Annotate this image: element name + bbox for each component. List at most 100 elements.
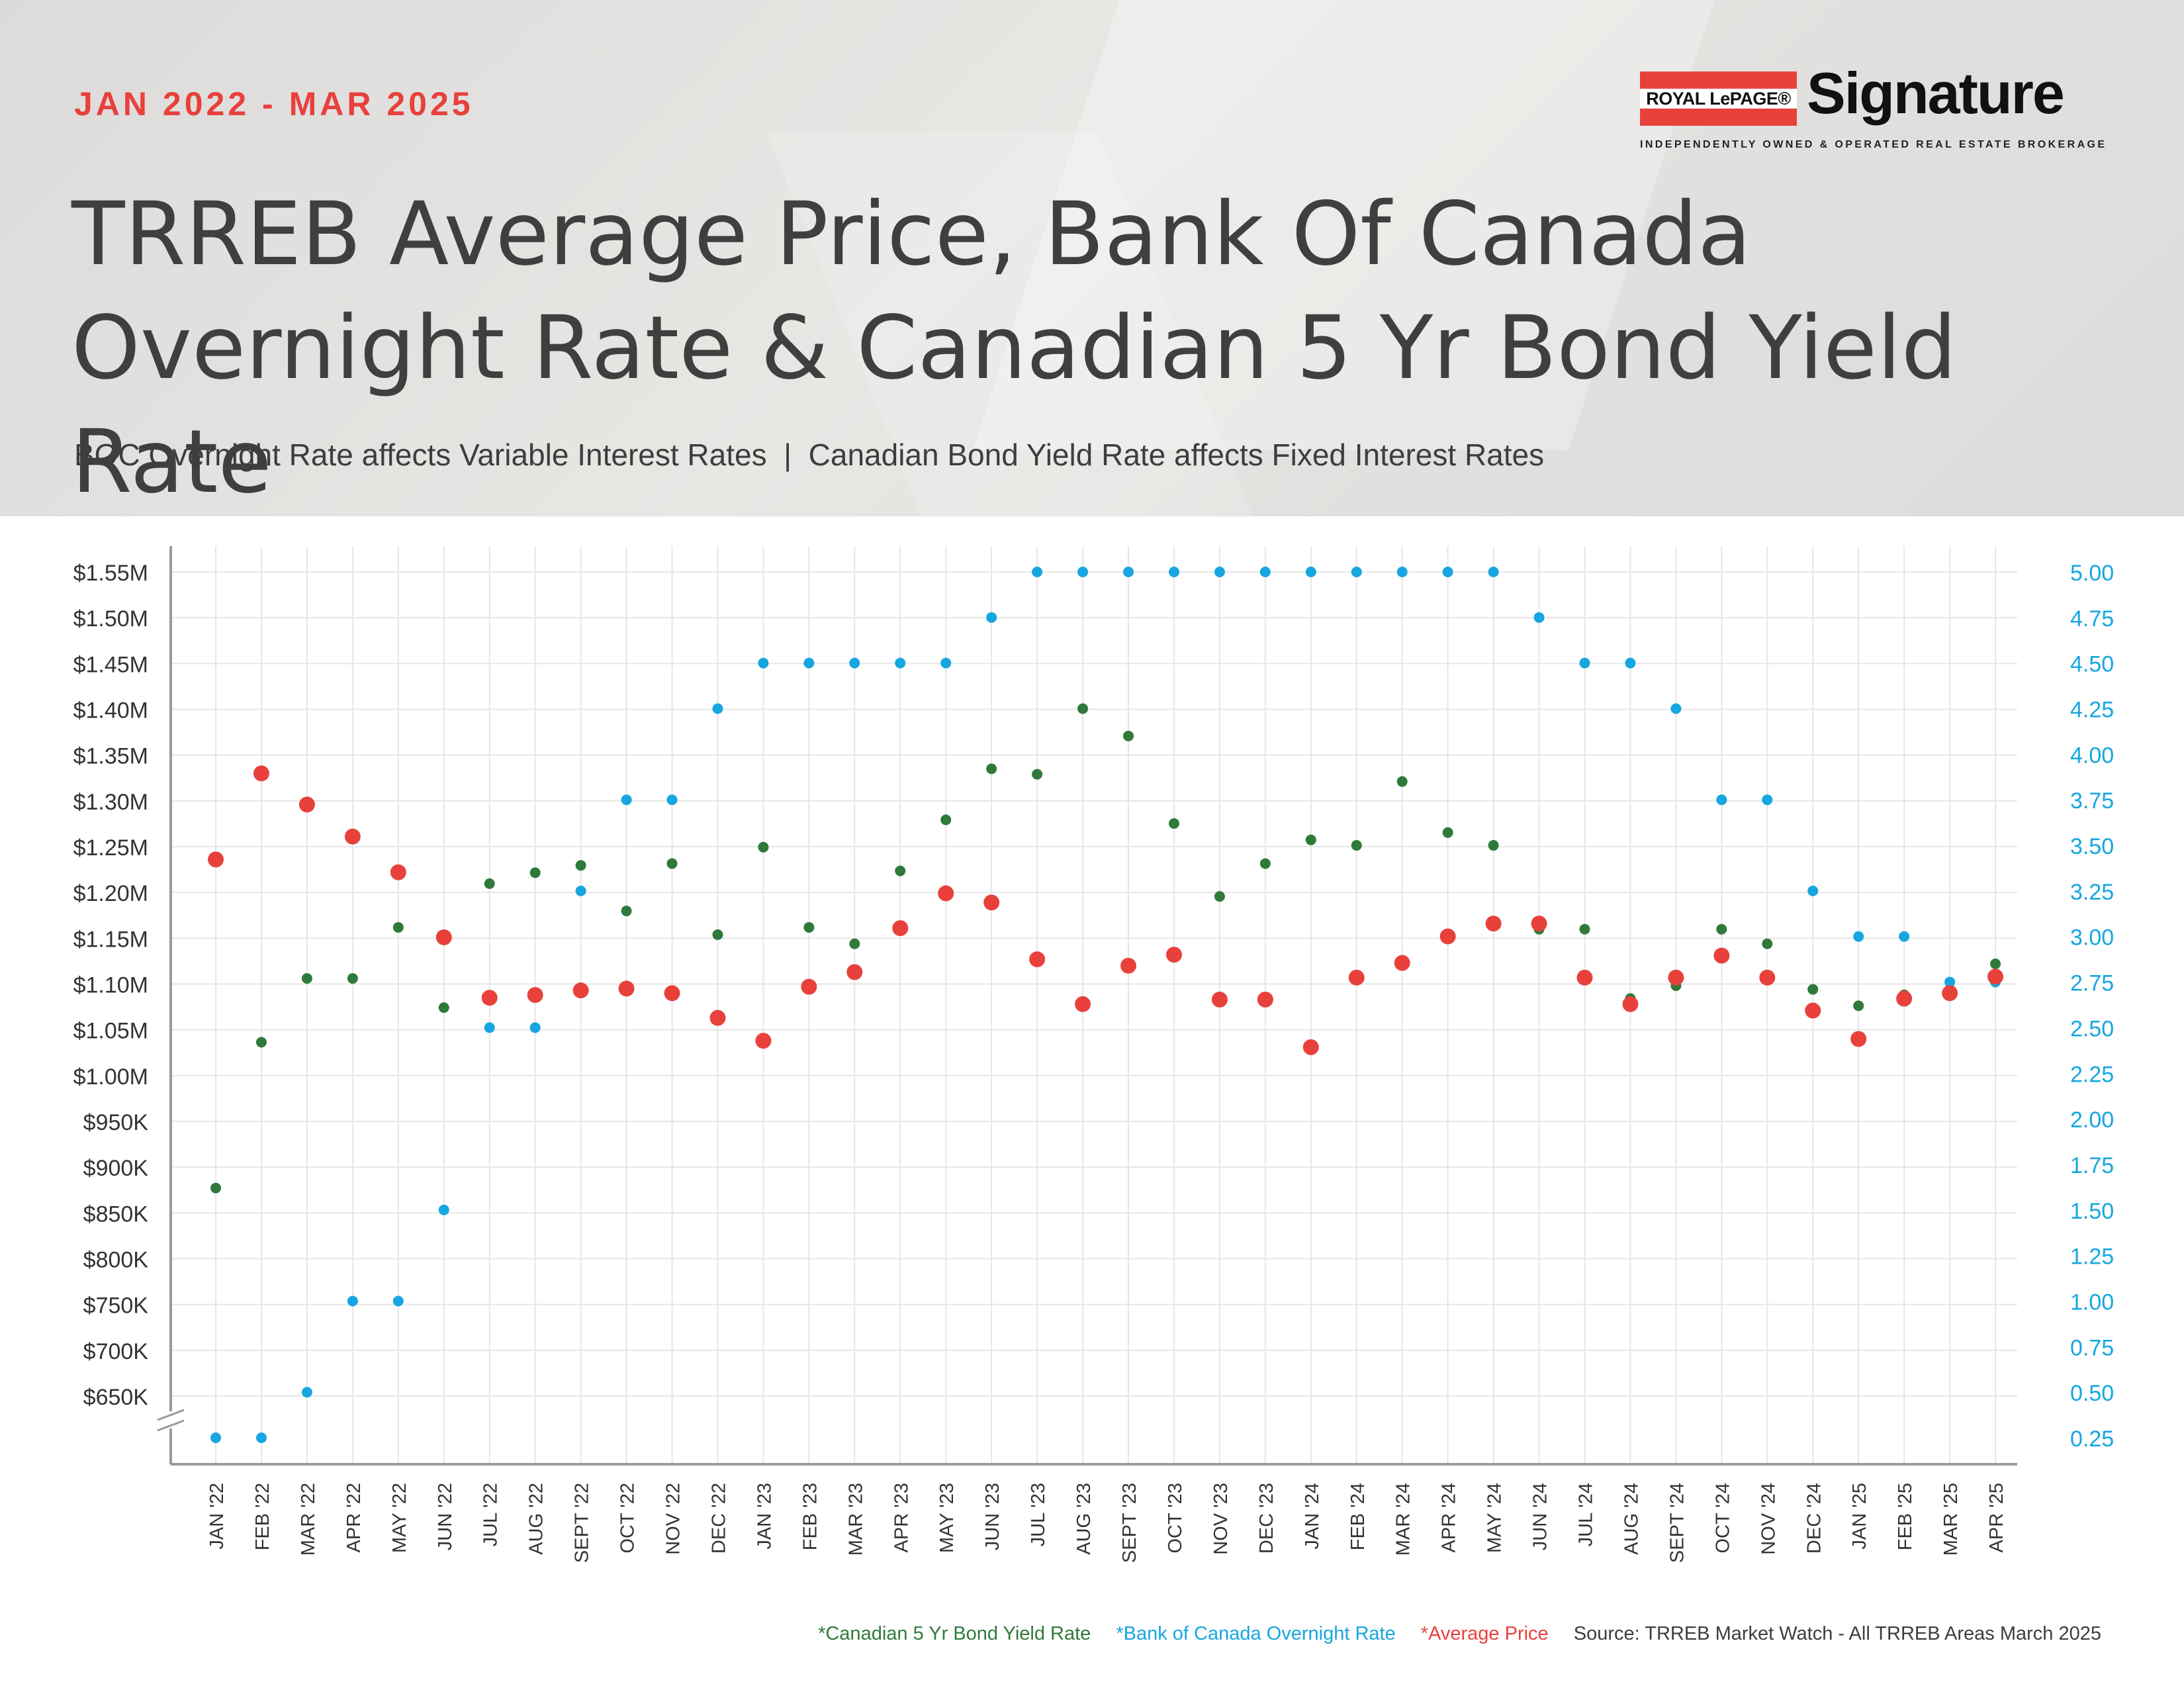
- price-point: [253, 765, 269, 782]
- price-point: [1850, 1031, 1867, 1047]
- logo-tagline: INDEPENDENTLY OWNED & OPERATED REAL ESTA…: [1640, 139, 2107, 150]
- x-tick-label: OCT '23: [1165, 1483, 1186, 1554]
- axis-layer: $650K $700K $750K $800K $850K $900K $950K $1.00…: [73, 546, 2114, 1563]
- bond-yield-point: [1123, 730, 1134, 741]
- left-tick-label: $1.20M: [73, 881, 148, 906]
- price-point: [1942, 985, 1958, 1002]
- bond-yield-point: [712, 929, 723, 940]
- price-point: [1759, 969, 1776, 986]
- right-tick-label: 4.50: [2070, 652, 2114, 677]
- bond-yield-point: [986, 763, 997, 774]
- x-tick-label: OCT '24: [1712, 1483, 1733, 1554]
- overnight-rate-point: [940, 657, 952, 669]
- overnight-rate-point: [1032, 567, 1043, 577]
- overnight-rate-point: [347, 1295, 358, 1307]
- x-tick-label: MAY '22: [389, 1483, 410, 1553]
- right-tick-label: 1.50: [2070, 1199, 2114, 1224]
- overnight-rate-point: [1944, 976, 1956, 988]
- x-tick-label: DEC '22: [708, 1483, 729, 1554]
- overnight-rate-point: [529, 1022, 541, 1033]
- price-point: [938, 885, 954, 902]
- right-tick-label: 3.25: [2070, 880, 2114, 905]
- left-tick-label: $950K: [83, 1110, 149, 1135]
- bond-yield-point: [1168, 818, 1179, 829]
- axis-break-mark: [157, 1409, 185, 1421]
- x-tick-label: NOV '22: [663, 1483, 684, 1555]
- overnight-rate-point: [1351, 567, 1362, 577]
- right-tick-label: 2.25: [2070, 1062, 2114, 1087]
- price-point: [709, 1009, 726, 1026]
- x-tick-label: MAY '24: [1484, 1483, 1506, 1553]
- x-tick-label: JAN '24: [1302, 1483, 1323, 1550]
- x-tick-label: FEB '25: [1895, 1483, 1916, 1550]
- bond-yield-point: [1214, 891, 1225, 902]
- overnight-rate-point: [1305, 567, 1316, 577]
- overnight-rate-point: [1488, 567, 1499, 577]
- price-point: [527, 987, 543, 1004]
- overnight-rate-point: [438, 1204, 449, 1215]
- price-point: [1622, 996, 1639, 1012]
- overnight-rate-point: [210, 1432, 221, 1443]
- bond-yield-point: [438, 1002, 449, 1013]
- x-tick-label: FEB '24: [1347, 1483, 1369, 1550]
- bond-yield-point: [940, 814, 952, 825]
- bond-yield-point: [347, 973, 358, 984]
- price-point: [1576, 969, 1593, 986]
- overnight-rate-point: [1214, 567, 1225, 577]
- x-tick-label: MAR '24: [1393, 1483, 1414, 1556]
- overnight-rate-point: [1762, 794, 1773, 806]
- logo-box-text: ROYAL LePAGE®: [1640, 89, 1797, 109]
- price-point: [572, 982, 589, 999]
- date-range: JAN 2022 - MAR 2025: [74, 85, 474, 122]
- x-tick-label: JUN '24: [1530, 1483, 1551, 1550]
- right-tick-label: 4.00: [2070, 743, 2114, 768]
- legend-bond: *Canadian 5 Yr Bond Yield Rate: [818, 1623, 1091, 1644]
- x-tick-label: AUG '23: [1073, 1483, 1095, 1555]
- overnight-rate-point: [1533, 612, 1545, 623]
- price-point: [390, 864, 406, 880]
- right-tick-label: 2.75: [2070, 971, 2114, 996]
- x-tick-label: JUL '24: [1576, 1483, 1597, 1546]
- price-point: [1896, 990, 1913, 1007]
- price-point: [1987, 968, 2004, 985]
- left-tick-label: $700K: [83, 1339, 149, 1364]
- bond-yield-point: [1351, 840, 1362, 851]
- overnight-rate-point: [1625, 657, 1636, 669]
- price-point: [1120, 957, 1136, 974]
- price-point: [618, 980, 635, 997]
- axis-break-mark: [157, 1419, 185, 1432]
- price-point: [435, 929, 452, 945]
- right-tick-label: 0.75: [2070, 1335, 2114, 1360]
- overnight-rate-point: [1670, 703, 1682, 714]
- bond-yield-point: [1488, 840, 1499, 851]
- brand-logo: ROYAL LePAGE® Signature INDEPENDENTLY OW…: [1640, 60, 2105, 158]
- price-point: [1029, 951, 1046, 968]
- overnight-rate-point: [1579, 657, 1590, 669]
- x-tick-label: JUL '23: [1028, 1483, 1049, 1546]
- x-tick-label: MAY '23: [936, 1483, 958, 1553]
- right-tick-label: 1.00: [2070, 1289, 2114, 1315]
- price-point: [1805, 1002, 1821, 1019]
- bond-yield-point: [621, 906, 632, 917]
- price-point: [1302, 1039, 1319, 1055]
- left-tick-label: $1.40M: [73, 698, 148, 724]
- x-tick-label: MAR '25: [1940, 1483, 1962, 1556]
- x-tick-label: AUG '24: [1621, 1483, 1642, 1555]
- bond-yield-point: [1762, 938, 1773, 949]
- x-tick-label: NOV '23: [1210, 1483, 1232, 1555]
- price-point: [1165, 947, 1182, 963]
- bond-yield-point: [392, 921, 404, 933]
- price-point: [298, 796, 315, 813]
- subtitle: BOC Overnight Rate affects Variable Inte…: [74, 438, 1545, 472]
- overnight-rate-point: [1396, 567, 1408, 577]
- right-tick-label: 2.00: [2070, 1107, 2114, 1133]
- left-tick-label: $1.35M: [73, 744, 148, 769]
- bond-yield-point: [803, 921, 815, 933]
- left-tick-label: $1.25M: [73, 835, 148, 861]
- left-tick-label: $1.50M: [73, 606, 148, 632]
- points-layer: [208, 567, 2004, 1443]
- bond-yield-point: [1032, 769, 1043, 780]
- bond-yield-point: [1579, 923, 1590, 935]
- price-point: [846, 964, 863, 980]
- price-point: [481, 990, 498, 1006]
